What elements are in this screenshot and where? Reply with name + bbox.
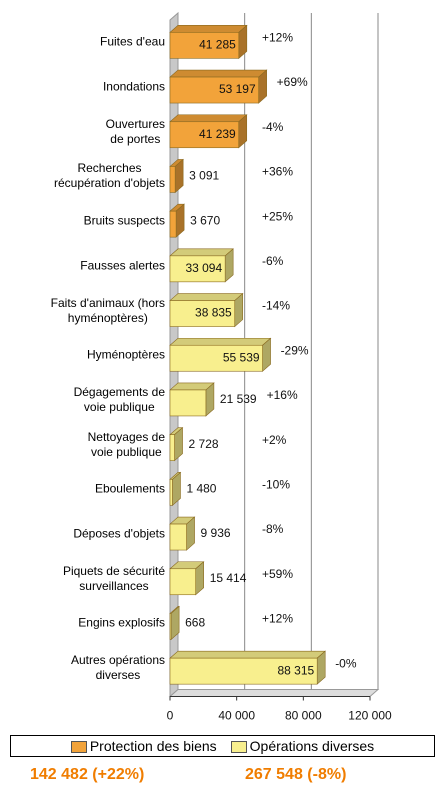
value-label: 55 539 <box>223 350 260 364</box>
change-label: -29% <box>281 343 309 357</box>
value-label: 38 835 <box>195 306 232 320</box>
total: 267 548 (-8%) <box>245 766 347 783</box>
category-text: Inondations <box>102 79 165 94</box>
bar <box>169 344 263 372</box>
value-label: 33 094 <box>185 261 222 275</box>
value-label: 41 285 <box>199 38 236 52</box>
bar <box>169 76 259 104</box>
change-label: +69% <box>277 75 308 89</box>
category-text: Fausses alertes <box>80 258 165 273</box>
change-label: -0% <box>335 656 357 670</box>
change-label: +2% <box>262 433 287 447</box>
change-label: +25% <box>262 209 293 223</box>
change-label: -6% <box>262 254 284 268</box>
value-label: 41 239 <box>199 127 236 141</box>
category-label: Bruits suspects <box>0 214 165 229</box>
bar <box>169 121 240 149</box>
change-label: +16% <box>267 388 298 402</box>
bar <box>169 568 196 596</box>
value-label: 2 728 <box>189 437 219 451</box>
change-label: +59% <box>262 567 293 581</box>
category-text: Dégagements de voie publique <box>73 384 165 414</box>
legend: Protection des biens Opérations diverses <box>10 735 435 757</box>
x-tick-label: 120 000 <box>348 709 392 723</box>
bar <box>169 479 173 506</box>
category-text: Bruits suspects <box>83 213 165 228</box>
bar <box>169 300 236 327</box>
bar <box>169 523 187 551</box>
category-label: Déposes d'objets <box>0 527 165 542</box>
bar-top <box>169 293 244 301</box>
category-text: Faits d'animaux (hors hyménoptères) <box>50 295 165 325</box>
category-text: Piquets de sécurité surveillances <box>62 563 165 593</box>
change-label: +12% <box>262 612 293 626</box>
category-text: Hyménoptères <box>86 347 165 362</box>
category-label: Engins explosifs <box>0 616 165 631</box>
category-label: Autres opérations diverses <box>0 653 165 683</box>
bar-top <box>169 114 248 123</box>
category-text: Autres opérations diverses <box>70 653 165 683</box>
legend-item: Protection des biens <box>70 738 217 754</box>
legend-text: Opérations diverses <box>249 738 375 754</box>
legend-swatch <box>230 741 247 754</box>
value-label: 3 670 <box>190 213 220 227</box>
category-label: Hyménoptères <box>0 348 165 363</box>
x-tick-label: 0 <box>167 709 174 723</box>
category-text: Ouvertures de portes <box>105 116 165 146</box>
floor <box>168 689 380 697</box>
value-label: 1 480 <box>186 482 216 496</box>
bar <box>169 32 240 59</box>
change-label: -14% <box>262 299 290 313</box>
value-label: 53 197 <box>219 82 256 96</box>
category-text: Eboulements <box>94 481 165 496</box>
bar <box>169 166 176 193</box>
category-text: Nettoyages de voie publique <box>87 429 165 459</box>
x-tick-label: 80 000 <box>285 709 322 723</box>
category-label: Recherches récupération d'objets <box>0 161 165 191</box>
legend-item: Opérations diverses <box>230 738 375 754</box>
category-label: Faits d'animaux (hors hyménoptères) <box>0 296 165 326</box>
change-label: +12% <box>262 31 293 45</box>
change-label: -8% <box>262 522 284 536</box>
bar <box>169 613 172 640</box>
category-label: Dégagements de voie publique <box>0 385 165 415</box>
bar <box>169 657 318 685</box>
category-label: Ouvertures de portes <box>0 117 165 147</box>
value-label: 668 <box>185 616 205 630</box>
legend-text: Protection des biens <box>89 738 217 754</box>
bar <box>169 389 207 417</box>
change-label: -10% <box>262 478 290 492</box>
value-label: 88 315 <box>277 663 314 677</box>
bar-top <box>169 337 272 346</box>
category-label: Nettoyages de voie publique <box>0 430 165 460</box>
total: 142 482 (+22%) <box>30 766 145 783</box>
value-label: 3 091 <box>189 169 219 183</box>
category-label: Inondations <box>0 80 165 95</box>
value-label: 15 414 <box>210 571 247 585</box>
legend-swatch <box>70 741 87 754</box>
category-label: Eboulements <box>0 482 165 497</box>
value-label: 9 936 <box>201 526 231 540</box>
category-label: Piquets de sécurité surveillances <box>0 564 165 594</box>
bar-top <box>169 69 268 78</box>
bar <box>169 434 175 461</box>
bar-top <box>169 248 234 257</box>
category-text: Déposes d'objets <box>73 526 165 541</box>
category-text: Engins explosifs <box>78 615 165 630</box>
value-label: 21 539 <box>220 392 257 406</box>
category-label: Fausses alertes <box>0 258 165 273</box>
change-label: +36% <box>262 165 293 179</box>
category-text: Recherches récupération d'objets <box>53 161 165 191</box>
bar-top <box>169 25 248 33</box>
category-text: Fuites d'eau <box>100 34 165 49</box>
bar <box>169 255 226 283</box>
x-tick-label: 40 000 <box>218 709 255 723</box>
bar <box>169 210 177 238</box>
bar-top <box>169 650 326 659</box>
category-label: Fuites d'eau <box>0 35 165 50</box>
change-label: -4% <box>262 120 284 134</box>
